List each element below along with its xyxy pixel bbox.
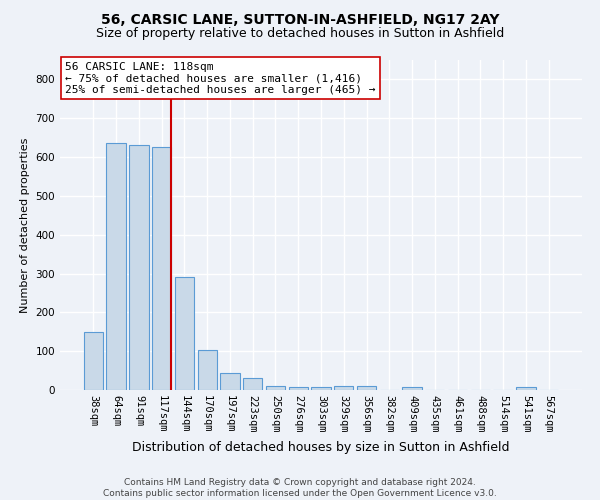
Bar (175, 278, 194, 390)
Bar (334, 386, 353, 390)
Y-axis label: Number of detached properties: Number of detached properties (20, 138, 30, 312)
Bar (129, 146, 149, 390)
Bar (243, 378, 262, 390)
Bar (266, 386, 285, 390)
Bar (516, 387, 536, 390)
X-axis label: Distribution of detached houses by size in Sutton in Ashfield: Distribution of detached houses by size … (132, 440, 510, 454)
Text: 56, CARSIC LANE, SUTTON-IN-ASHFIELD, NG17 2AY: 56, CARSIC LANE, SUTTON-IN-ASHFIELD, NG1… (101, 12, 499, 26)
Bar (403, 387, 422, 390)
Text: Size of property relative to detached houses in Sutton in Ashfield: Size of property relative to detached ho… (96, 28, 504, 40)
Bar (84, 332, 103, 390)
Text: 56 CARSIC LANE: 118sqm
← 75% of detached houses are smaller (1,416)
25% of semi-: 56 CARSIC LANE: 118sqm ← 75% of detached… (65, 62, 376, 95)
Text: Contains HM Land Registry data © Crown copyright and database right 2024.
Contai: Contains HM Land Registry data © Crown c… (103, 478, 497, 498)
Bar (311, 387, 331, 390)
Bar (152, 148, 172, 390)
Bar (220, 372, 239, 390)
Bar (357, 386, 376, 390)
Bar (289, 387, 308, 390)
Bar (197, 350, 217, 390)
Bar (106, 144, 126, 390)
